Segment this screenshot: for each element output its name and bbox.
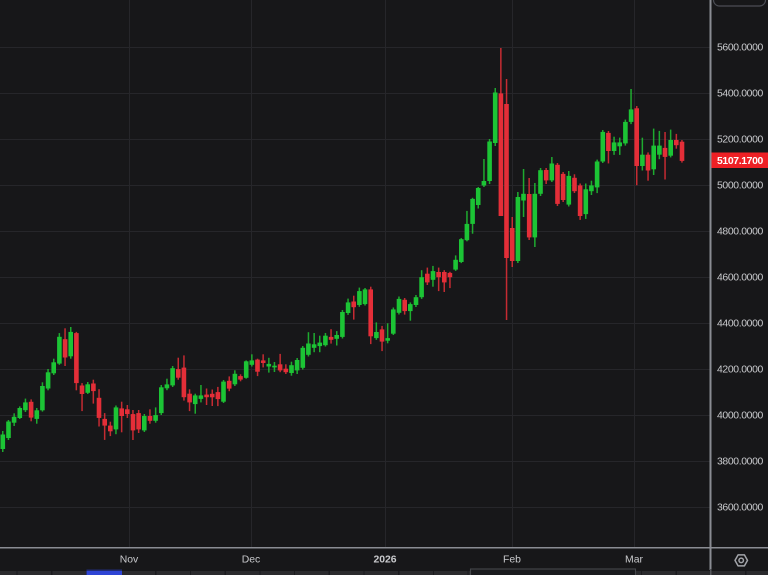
svg-text:2026: 2026: [373, 555, 396, 566]
svg-text:5200.0000: 5200.0000: [717, 135, 764, 146]
svg-text:4600.0000: 4600.0000: [717, 273, 764, 284]
svg-text:3800.0000: 3800.0000: [717, 457, 764, 468]
svg-text:4000.0000: 4000.0000: [717, 411, 764, 422]
svg-text:Nov: Nov: [120, 555, 139, 566]
svg-text:Feb: Feb: [503, 555, 521, 566]
svg-text:Mar: Mar: [625, 555, 643, 566]
svg-text:5600.0000: 5600.0000: [717, 43, 764, 54]
svg-text:4200.0000: 4200.0000: [717, 365, 764, 376]
svg-text:5107.1700: 5107.1700: [717, 156, 764, 167]
svg-text:4800.0000: 4800.0000: [717, 227, 764, 238]
svg-text:4400.0000: 4400.0000: [717, 319, 764, 330]
svg-text:Dec: Dec: [242, 555, 260, 566]
svg-text:3600.0000: 3600.0000: [717, 503, 764, 514]
svg-text:5400.0000: 5400.0000: [717, 89, 764, 100]
svg-text:5000.0000: 5000.0000: [717, 181, 764, 192]
